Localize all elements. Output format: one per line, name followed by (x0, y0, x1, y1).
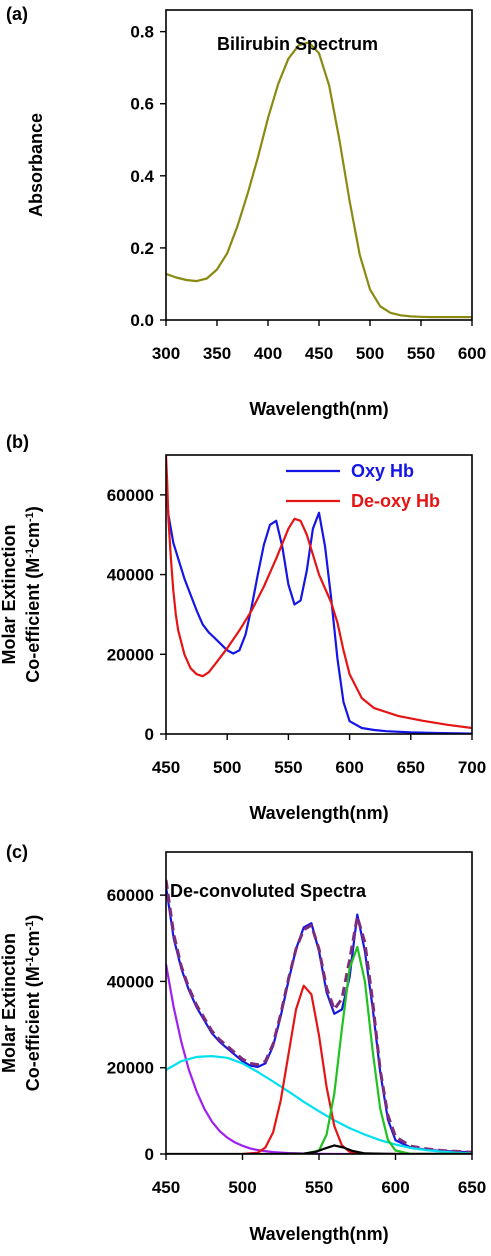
panel-label: (c) (6, 842, 28, 862)
y-axis-label-superscript: -1 (24, 548, 36, 558)
y-tick-label: 20000 (107, 645, 154, 664)
y-axis-label-superscript: -1 (24, 512, 36, 522)
x-tick-label: 400 (254, 344, 282, 363)
x-tick-label: 450 (152, 1178, 180, 1197)
series-line-de-oxy-hb (166, 455, 472, 730)
x-tick-label: 550 (407, 344, 435, 363)
y-axis-label-part: ) (23, 506, 43, 512)
x-tick-label: 500 (213, 758, 241, 777)
x-tick-label: 350 (203, 344, 231, 363)
y-axis-label-part: Co-efficient (M (23, 966, 43, 1091)
y-axis-label-line2: Co-efficient (M-1cm-1) (23, 915, 43, 1092)
series-line-5 (303, 945, 472, 1154)
plot-annotation: De-convoluted Spectra (170, 881, 367, 901)
y-axis-label-line1: Molar Extinction (0, 933, 19, 1073)
x-tick-label: 600 (381, 1178, 409, 1197)
y-axis-label-line2: Co-efficient (M-1cm-1) (23, 506, 43, 683)
x-tick-label: 600 (335, 758, 363, 777)
y-axis-label: Molar Extinction Co-efficient (M-1cm-1) (0, 506, 43, 683)
x-tick-label: 450 (152, 758, 180, 777)
x-tick-label: 500 (356, 344, 384, 363)
series-line-1 (166, 879, 472, 1154)
x-tick-label: 700 (458, 758, 486, 777)
legend-entry: Oxy Hb (351, 461, 414, 481)
y-axis-label-part: ) (23, 915, 43, 921)
y-axis-label-line1: Molar Extinction (0, 524, 19, 664)
y-axis-label: Absorbance (26, 113, 46, 217)
series-line-0 (166, 41, 472, 319)
series-line-3 (166, 1055, 472, 1154)
y-tick-label: 60000 (107, 486, 154, 505)
y-tick-label: 40000 (107, 972, 154, 991)
plot-annotation: Bilirubin Spectrum (217, 34, 378, 54)
x-tick-label: 450 (305, 344, 333, 363)
y-axis-label-part: Co-efficient (M (23, 558, 43, 683)
x-tick-label: 650 (458, 1178, 486, 1197)
x-tick-label: 600 (458, 344, 486, 363)
x-tick-label: 650 (397, 758, 425, 777)
x-axis-label: Wavelength(nm) (249, 399, 388, 419)
y-tick-label: 40000 (107, 566, 154, 585)
y-axis-label-part: cm (23, 930, 43, 956)
y-tick-label: 0.8 (130, 23, 154, 42)
x-tick-label: 550 (274, 758, 302, 777)
panel-a: 300 350 400 450 500 550 600 0.0 0.2 0.4 0.6 0.8 (a) W… (6, 4, 486, 419)
y-tick-label: 0 (145, 725, 154, 744)
panel-c: 450 500 550 600 650 0 20000 40000 60000 (c) Wavele… (0, 842, 486, 1244)
series-line-oxy-hb (166, 486, 472, 734)
series-line-2 (166, 964, 472, 1154)
y-tick-label: 60000 (107, 886, 154, 905)
y-axis-label-superscript: -1 (24, 921, 36, 931)
y-tick-label: 0 (145, 1145, 154, 1164)
x-tick-label: 550 (305, 1178, 333, 1197)
legend: Oxy Hb De-oxy Hb (286, 461, 440, 511)
y-tick-label: 0.4 (130, 167, 154, 186)
y-tick-label: 0.2 (130, 239, 154, 258)
plot-frame (165, 454, 473, 735)
panel-b: 450 500 550 600 650 700 0 20000 40000 60000 (b) Wav… (0, 432, 486, 823)
panel-label: (a) (6, 4, 28, 24)
y-axis-label-superscript: -1 (24, 957, 36, 967)
y-axis-label: Molar Extinction Co-efficient (M-1cm-1) (0, 915, 43, 1092)
x-axis-label: Wavelength(nm) (249, 1224, 388, 1244)
y-tick-label: 20000 (107, 1059, 154, 1078)
panel-label: (b) (6, 432, 29, 452)
y-tick-label: 0.0 (130, 311, 154, 330)
y-tick-label: 0.6 (130, 95, 154, 114)
legend-entry: De-oxy Hb (351, 491, 440, 511)
x-axis-label: Wavelength(nm) (249, 803, 388, 823)
series-line-4 (242, 984, 472, 1154)
y-axis-label-part: cm (23, 522, 43, 548)
x-tick-label: 300 (152, 344, 180, 363)
x-tick-label: 500 (228, 1178, 256, 1197)
